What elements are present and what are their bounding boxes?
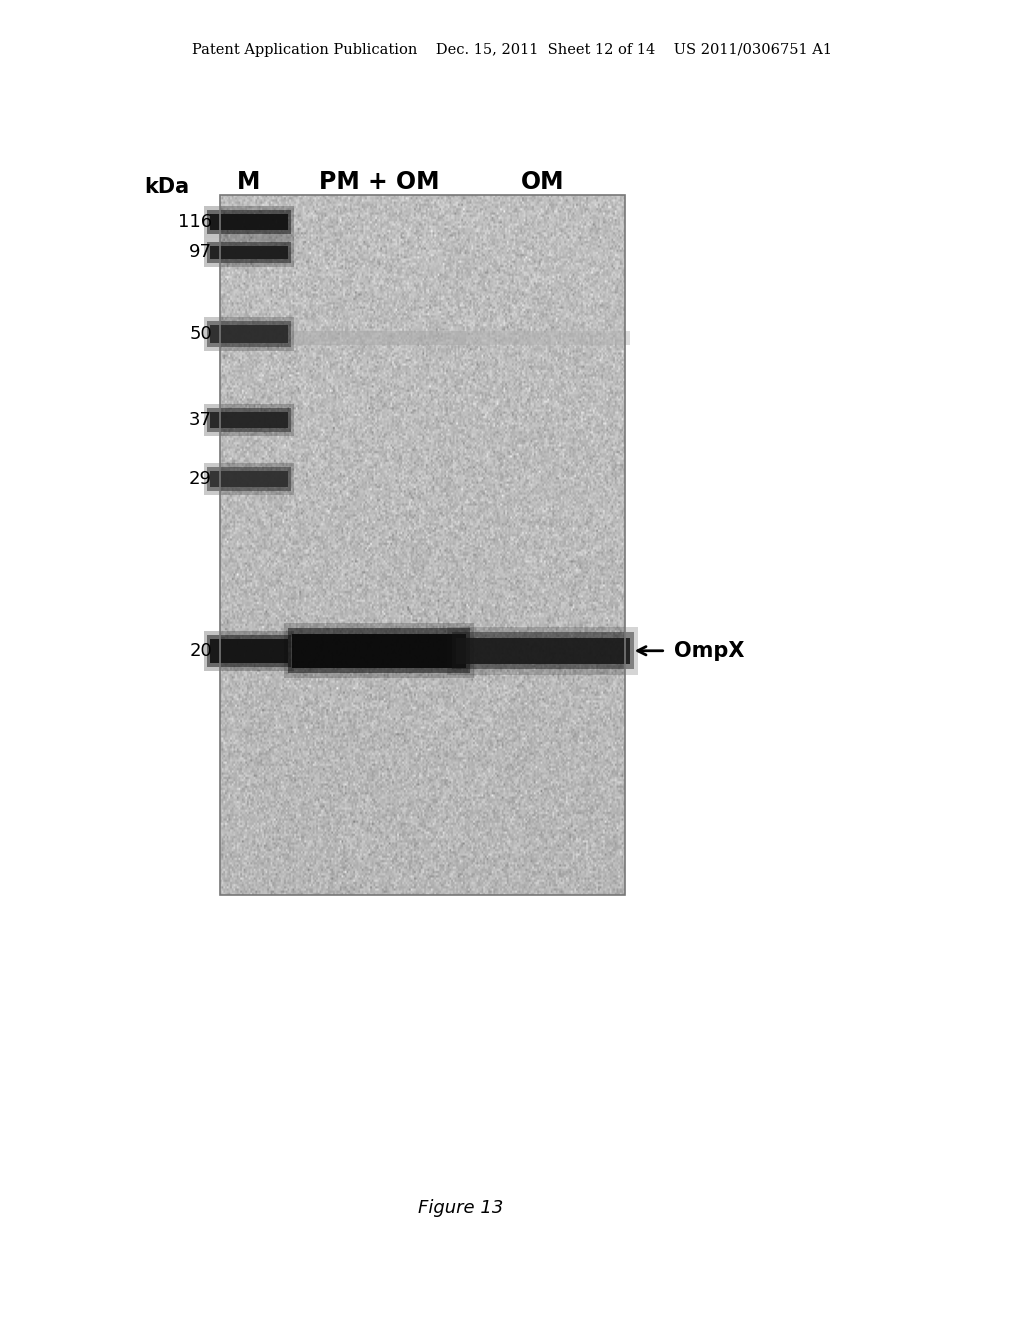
Text: 20: 20	[189, 642, 212, 660]
Bar	[210, 214, 288, 230]
Text: Patent Application Publication    Dec. 15, 2011  Sheet 12 of 14    US 2011/03067: Patent Application Publication Dec. 15, …	[193, 44, 831, 57]
Bar	[210, 246, 288, 259]
Bar	[292, 331, 466, 345]
Bar	[288, 628, 470, 673]
Bar	[207, 635, 291, 667]
Bar	[452, 632, 634, 669]
Bar	[284, 623, 474, 678]
Bar	[204, 317, 294, 351]
Bar	[456, 331, 630, 345]
Text: OmpX: OmpX	[674, 640, 744, 661]
Bar	[204, 463, 294, 495]
Bar	[447, 627, 638, 675]
Text: 116: 116	[178, 213, 212, 231]
Text: 97: 97	[189, 243, 212, 261]
Text: Figure 13: Figure 13	[418, 1199, 504, 1217]
Bar	[220, 195, 625, 895]
Text: 29: 29	[189, 470, 212, 488]
Bar	[210, 639, 288, 663]
Bar	[204, 206, 294, 238]
Bar	[456, 638, 630, 664]
Text: 50: 50	[189, 325, 212, 343]
Text: kDa: kDa	[144, 177, 189, 197]
Bar	[210, 325, 288, 343]
Bar	[207, 242, 291, 263]
Text: OM: OM	[521, 170, 564, 194]
Text: PM + OM: PM + OM	[318, 170, 439, 194]
Bar	[204, 631, 294, 671]
Text: M: M	[238, 170, 260, 194]
Bar	[207, 321, 291, 347]
Text: 37: 37	[189, 411, 212, 429]
Bar	[204, 238, 294, 267]
Bar	[210, 412, 288, 428]
Bar	[210, 471, 288, 487]
Bar	[207, 467, 291, 491]
Bar	[292, 634, 466, 668]
Bar	[204, 404, 294, 436]
Bar	[207, 210, 291, 234]
Bar	[207, 408, 291, 432]
